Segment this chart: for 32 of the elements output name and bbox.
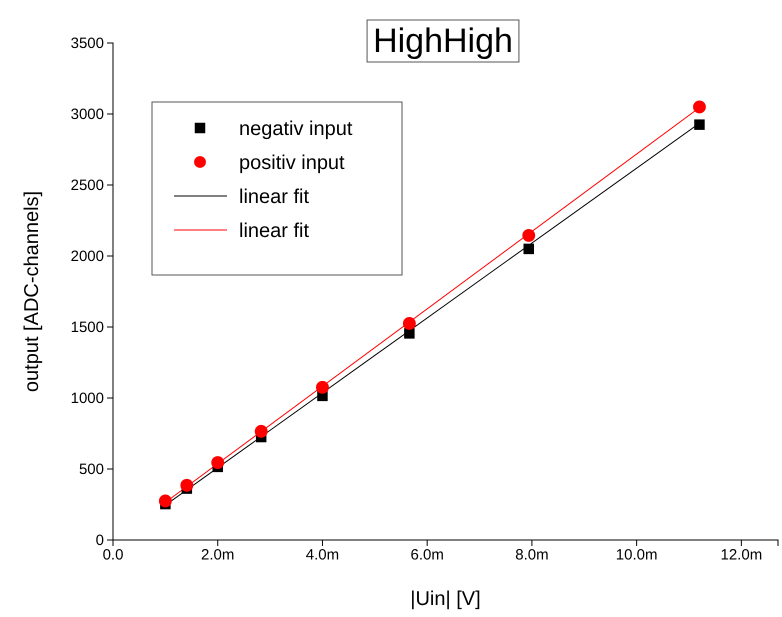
point bbox=[180, 478, 194, 492]
y-tick-label: 500 bbox=[78, 460, 104, 478]
point bbox=[522, 228, 536, 242]
x-tick-label: 4.0m bbox=[306, 546, 340, 564]
x-tick-label: 10.0m bbox=[616, 546, 658, 564]
y-tick-label: 3000 bbox=[70, 106, 104, 123]
y-axis-title: output [ADC-channels] bbox=[21, 190, 43, 392]
y-tick-label: 1000 bbox=[70, 390, 104, 407]
point bbox=[211, 456, 224, 470]
x-tick-label: 12.0m bbox=[720, 546, 762, 564]
x-tick-label: 8.0m bbox=[515, 546, 549, 564]
point bbox=[158, 494, 172, 508]
x-tick-label: 6.0m bbox=[410, 546, 444, 564]
chart-title: HighHigh bbox=[373, 22, 513, 60]
point bbox=[254, 424, 268, 438]
y-tick-label: 3500 bbox=[70, 34, 104, 52]
legend-label: positiv input bbox=[239, 152, 346, 174]
y-tick-label: 1500 bbox=[70, 318, 104, 336]
point bbox=[524, 244, 534, 254]
x-tick-label: 0.0 bbox=[102, 546, 124, 564]
point bbox=[402, 317, 416, 330]
point bbox=[316, 380, 329, 394]
legend-label: negativ input bbox=[239, 118, 353, 140]
x-axis-title: |Uin| [V] bbox=[410, 588, 481, 610]
legend-label: linear fit bbox=[239, 220, 310, 242]
y-tick-label: 2000 bbox=[70, 248, 104, 265]
y-tick-label: 2500 bbox=[70, 176, 104, 194]
y-tick-label: 0 bbox=[96, 532, 104, 549]
point bbox=[694, 119, 705, 130]
point bbox=[693, 100, 706, 114]
legend-label: linear fit bbox=[239, 186, 310, 208]
x-tick-label: 2.0m bbox=[201, 546, 234, 564]
